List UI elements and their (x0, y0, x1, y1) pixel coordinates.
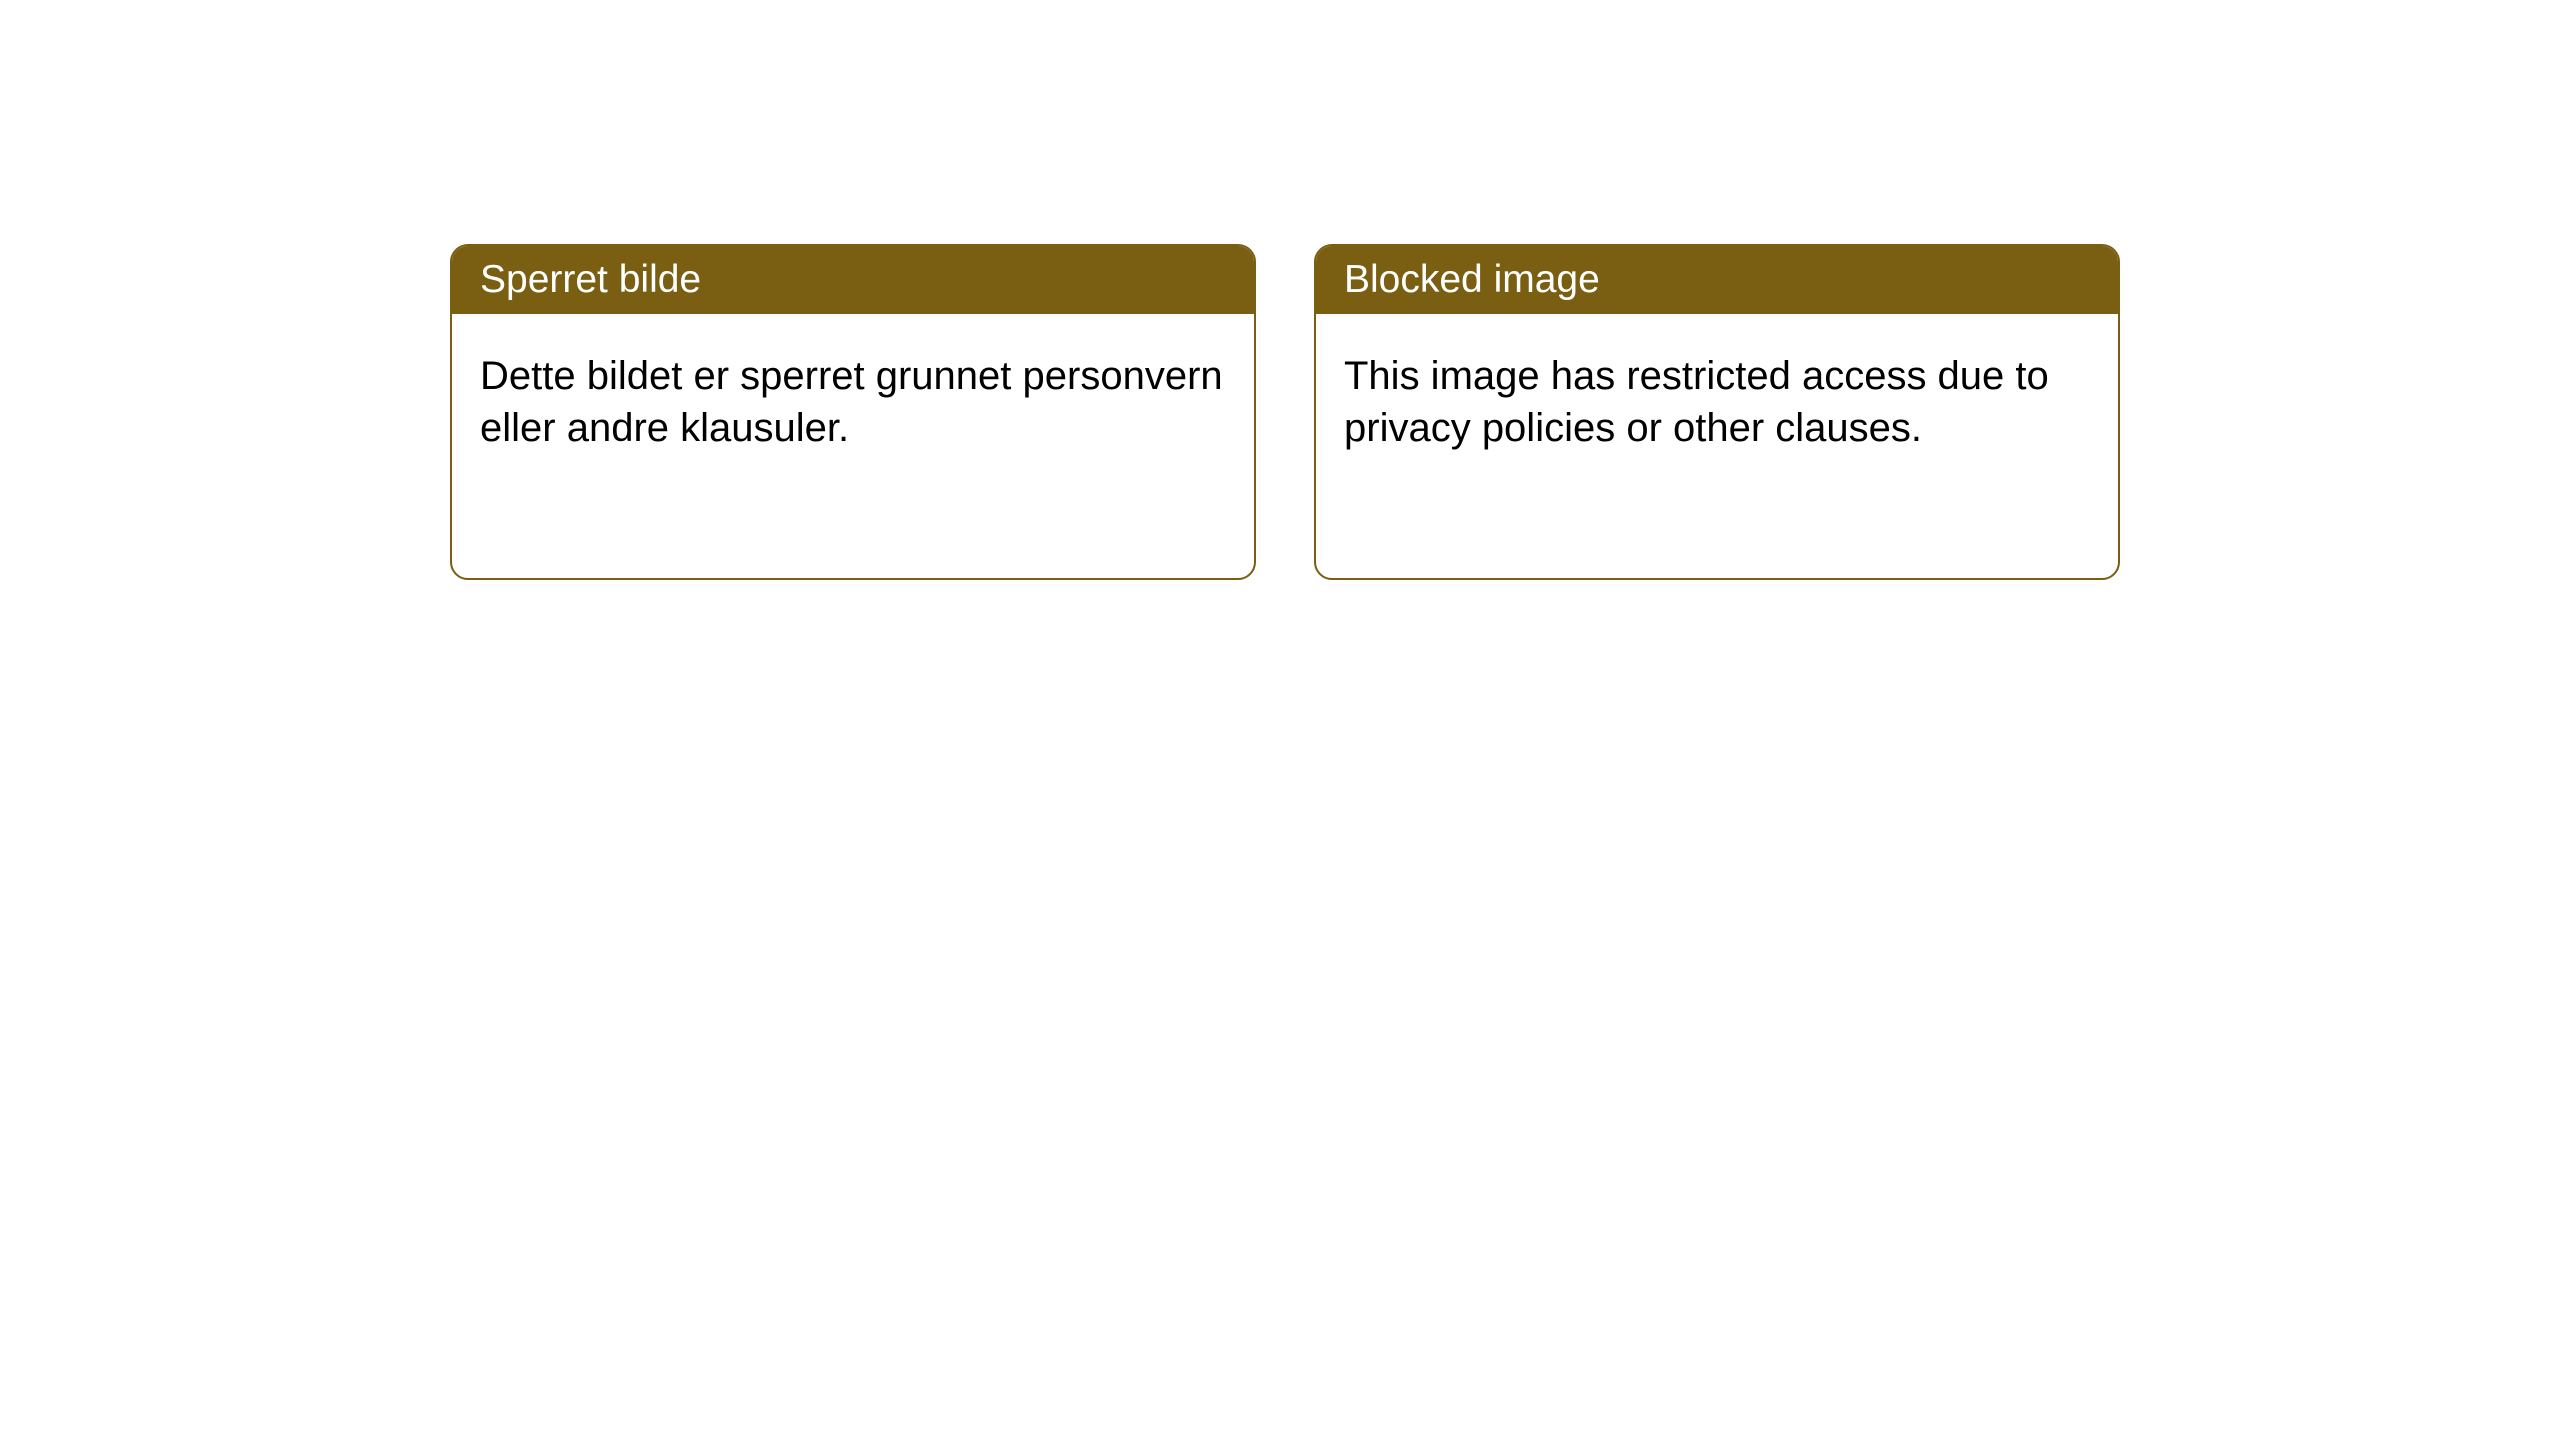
card-message-no: Dette bildet er sperret grunnet personve… (480, 354, 1223, 450)
card-title-no: Sperret bilde (480, 258, 701, 301)
card-title-en: Blocked image (1344, 258, 1600, 301)
card-message-en: This image has restricted access due to … (1344, 354, 2049, 450)
blocked-image-card-no: Sperret bilde Dette bildet er sperret gr… (450, 244, 1256, 580)
notice-cards-container: Sperret bilde Dette bildet er sperret gr… (0, 0, 2560, 580)
card-body-en: This image has restricted access due to … (1316, 314, 2118, 490)
card-body-no: Dette bildet er sperret grunnet personve… (452, 314, 1254, 490)
card-header-no: Sperret bilde (452, 246, 1254, 314)
blocked-image-card-en: Blocked image This image has restricted … (1314, 244, 2120, 580)
card-header-en: Blocked image (1316, 246, 2118, 314)
